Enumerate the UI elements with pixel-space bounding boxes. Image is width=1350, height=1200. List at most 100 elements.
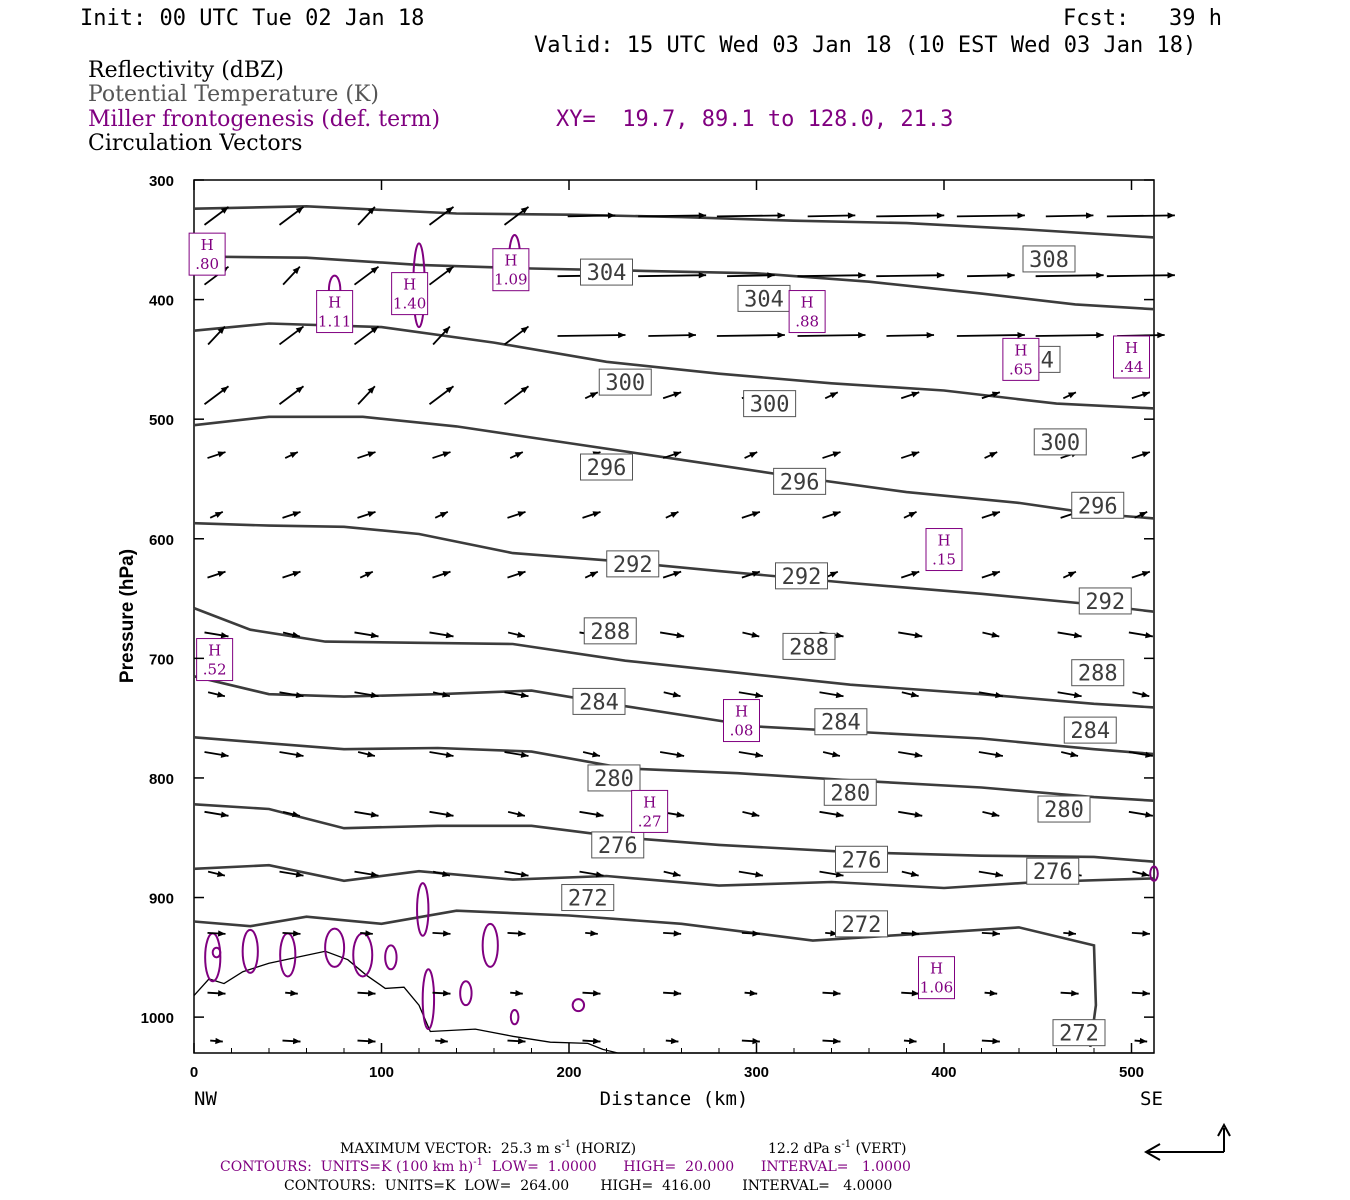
field-reflectivity: Reflectivity (dBZ) bbox=[88, 58, 284, 83]
theta-label: 300 bbox=[750, 393, 790, 418]
field-vectors: Circulation Vectors bbox=[88, 131, 302, 156]
vector-arrowhead bbox=[295, 691, 304, 699]
fg-max-value: 1.09 bbox=[494, 271, 527, 289]
vector-arrowhead bbox=[688, 332, 696, 339]
vector-arrowhead bbox=[618, 331, 626, 339]
theta-label-box bbox=[775, 562, 828, 590]
fg-max-label: H bbox=[735, 703, 748, 721]
xy-endpoints: XY= 19.7, 89.1 to 128.0, 21.3 bbox=[556, 107, 953, 132]
fg-max-label: H bbox=[208, 642, 221, 660]
vector-arrowhead bbox=[590, 930, 598, 937]
vector-arrowhead bbox=[835, 632, 844, 639]
theta-label-box bbox=[1022, 245, 1076, 273]
theta-label: 308 bbox=[1029, 248, 1069, 273]
vector-arrowhead bbox=[1139, 511, 1148, 518]
fg-max-box bbox=[1002, 337, 1040, 381]
vector-arrowhead bbox=[442, 451, 451, 458]
circulation-vector bbox=[807, 214, 856, 218]
fg-max-box bbox=[316, 290, 354, 334]
y-tick-label: 900 bbox=[149, 891, 174, 908]
circulation-vector bbox=[1106, 274, 1175, 278]
frontogenesis-contour bbox=[416, 882, 430, 937]
vector-arrowhead bbox=[914, 632, 923, 639]
theta-label: 276 bbox=[598, 834, 638, 859]
vector-arrowhead bbox=[292, 930, 301, 937]
vector-arrowhead bbox=[858, 272, 866, 279]
fg-max-box bbox=[925, 528, 963, 572]
theta-label: 288 bbox=[1078, 662, 1118, 687]
theta-label-box bbox=[591, 831, 645, 859]
vector-arrowhead bbox=[1145, 751, 1153, 758]
theta-contour-300 bbox=[193, 415, 1155, 520]
fg-max-label: H bbox=[937, 532, 950, 550]
frontogenesis-contour bbox=[241, 928, 259, 974]
vector-arrowhead bbox=[910, 691, 919, 698]
vector-arrowhead bbox=[676, 632, 685, 639]
theta-label-box bbox=[561, 884, 615, 912]
y-axis-title: Pressure (hPa) bbox=[117, 549, 138, 683]
vector-arrowhead bbox=[367, 511, 376, 518]
frontogenesis-contour bbox=[459, 980, 473, 1007]
vector-arrowhead bbox=[220, 632, 229, 639]
vector-arrowhead bbox=[445, 632, 454, 639]
vector-arrowhead bbox=[517, 930, 526, 937]
circulation-vector bbox=[1045, 214, 1094, 218]
vector-arrowhead bbox=[220, 206, 229, 214]
vector-arrowhead bbox=[995, 691, 1003, 699]
fg-max-value: .52 bbox=[203, 661, 227, 679]
vector-arrowhead bbox=[1067, 392, 1076, 399]
vector-arrowhead bbox=[217, 990, 226, 997]
frontogenesis-contour bbox=[352, 932, 374, 978]
vector-arrowhead bbox=[515, 990, 523, 997]
theta-label-box bbox=[1037, 795, 1091, 823]
theta-label: 276 bbox=[842, 848, 882, 873]
theta-label: 288 bbox=[590, 620, 630, 645]
vector-arrowhead bbox=[367, 1038, 376, 1045]
axes: 0 100 200 300 400 500 300 400 500 600 700 800 900 100… bbox=[141, 173, 1154, 1081]
vector-arrowhead bbox=[749, 452, 758, 459]
circulation-vector bbox=[797, 334, 866, 337]
vector-arrowhead bbox=[367, 451, 376, 458]
fg-max-box bbox=[188, 232, 226, 276]
theta-label-box bbox=[773, 467, 827, 495]
vector-arrowhead bbox=[673, 391, 682, 398]
vector-arrowhead bbox=[910, 870, 919, 877]
vector-arrowhead bbox=[445, 751, 454, 758]
theta-label-box bbox=[580, 453, 633, 481]
contours-frontogenesis-line: CONTOURS: UNITS=K (100 km h)-1 LOW= 1.00… bbox=[220, 1157, 911, 1175]
theta-label: 292 bbox=[782, 565, 822, 590]
vector-arrowhead bbox=[292, 631, 300, 638]
fg-max-label: H bbox=[930, 960, 943, 978]
fg-max-value: .27 bbox=[638, 812, 662, 830]
fg-max-label: H bbox=[403, 276, 416, 294]
theta-label-box bbox=[606, 550, 660, 578]
vector-arrowhead bbox=[295, 871, 304, 878]
vector-arrowhead bbox=[292, 1038, 301, 1045]
vector-arrowhead bbox=[829, 571, 838, 578]
vector-arrowhead bbox=[991, 811, 1000, 818]
theta-label-box bbox=[1026, 857, 1080, 885]
vector-scale-legend bbox=[1143, 1122, 1231, 1161]
vector-arrowhead bbox=[751, 631, 760, 638]
vector-arrowhead bbox=[295, 206, 304, 214]
vector-arrowhead bbox=[777, 331, 785, 339]
vector-arrowhead bbox=[835, 871, 844, 878]
vector-arrowhead bbox=[698, 212, 707, 219]
vector-arrowhead bbox=[517, 571, 526, 577]
fg-max-box bbox=[631, 789, 669, 833]
fg-max-value: 1.40 bbox=[393, 295, 426, 313]
vector-arrowhead bbox=[1142, 930, 1150, 937]
theta-label-box bbox=[580, 258, 633, 286]
vector-arrowhead bbox=[749, 990, 758, 997]
vector-arrowhead bbox=[514, 452, 523, 459]
theta-label-box bbox=[782, 632, 836, 660]
vector-arrowhead bbox=[592, 990, 601, 997]
vector-arrowhead bbox=[295, 751, 304, 758]
fg-max-value: .08 bbox=[730, 722, 754, 740]
vector-arrowhead bbox=[370, 326, 379, 334]
circulation-vector bbox=[1106, 214, 1175, 218]
vector-arrowhead bbox=[1141, 691, 1150, 698]
frontogenesis-contour bbox=[324, 927, 346, 968]
x-start-label: NW bbox=[194, 1088, 217, 1110]
